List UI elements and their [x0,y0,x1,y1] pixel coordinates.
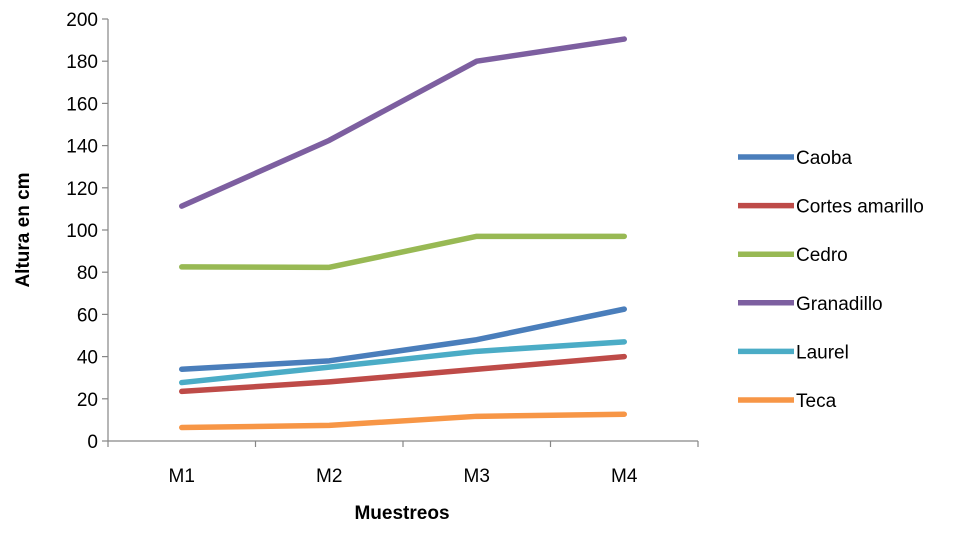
legend-label-cortes-amarillo: Cortes amarillo [796,197,924,218]
y-tick-label: 20 [77,390,98,411]
series-line-granadillo [179,36,627,209]
series-line-laurel [179,339,627,386]
legend: Caoba Cortes amarillo Cedro Granadillo Laure… [738,148,924,412]
series-line-teca [179,411,627,431]
x-tick-label: M2 [316,466,342,487]
legend-label-teca: Teca [796,391,837,412]
y-tick-label: 0 [87,432,98,453]
y-tick-label: 60 [77,305,98,326]
legend-label-laurel: Laurel [796,342,849,363]
y-tick-label: 140 [66,137,98,158]
y-tick-label: 100 [66,221,98,242]
series-line-cortes-amarillo [179,353,627,395]
legend-label-granadillo: Granadillo [796,294,883,315]
y-tick-label: 40 [77,348,98,369]
legend-label-caoba: Caoba [796,148,852,169]
series-line-cedro [179,233,627,271]
y-axis-title: Altura en cm [13,172,34,287]
x-tick-label: M4 [611,466,638,487]
y-tick-label: 120 [66,179,98,200]
series-line-caoba [179,306,627,373]
x-axis-title: Muestreos [354,503,449,524]
series-lines [179,36,627,431]
y-tick-label: 80 [77,263,98,284]
legend-label-cedro: Cedro [796,245,848,266]
axes: 0 20 40 60 80 100 120 140 160 180 200 M1 M2 M3 M4 [66,10,699,487]
y-tick-label: 200 [66,10,98,31]
y-tick-label: 160 [66,94,98,115]
y-tick-label: 180 [66,52,98,73]
x-tick-label: M3 [464,466,490,487]
x-tick-label: M1 [169,466,195,487]
